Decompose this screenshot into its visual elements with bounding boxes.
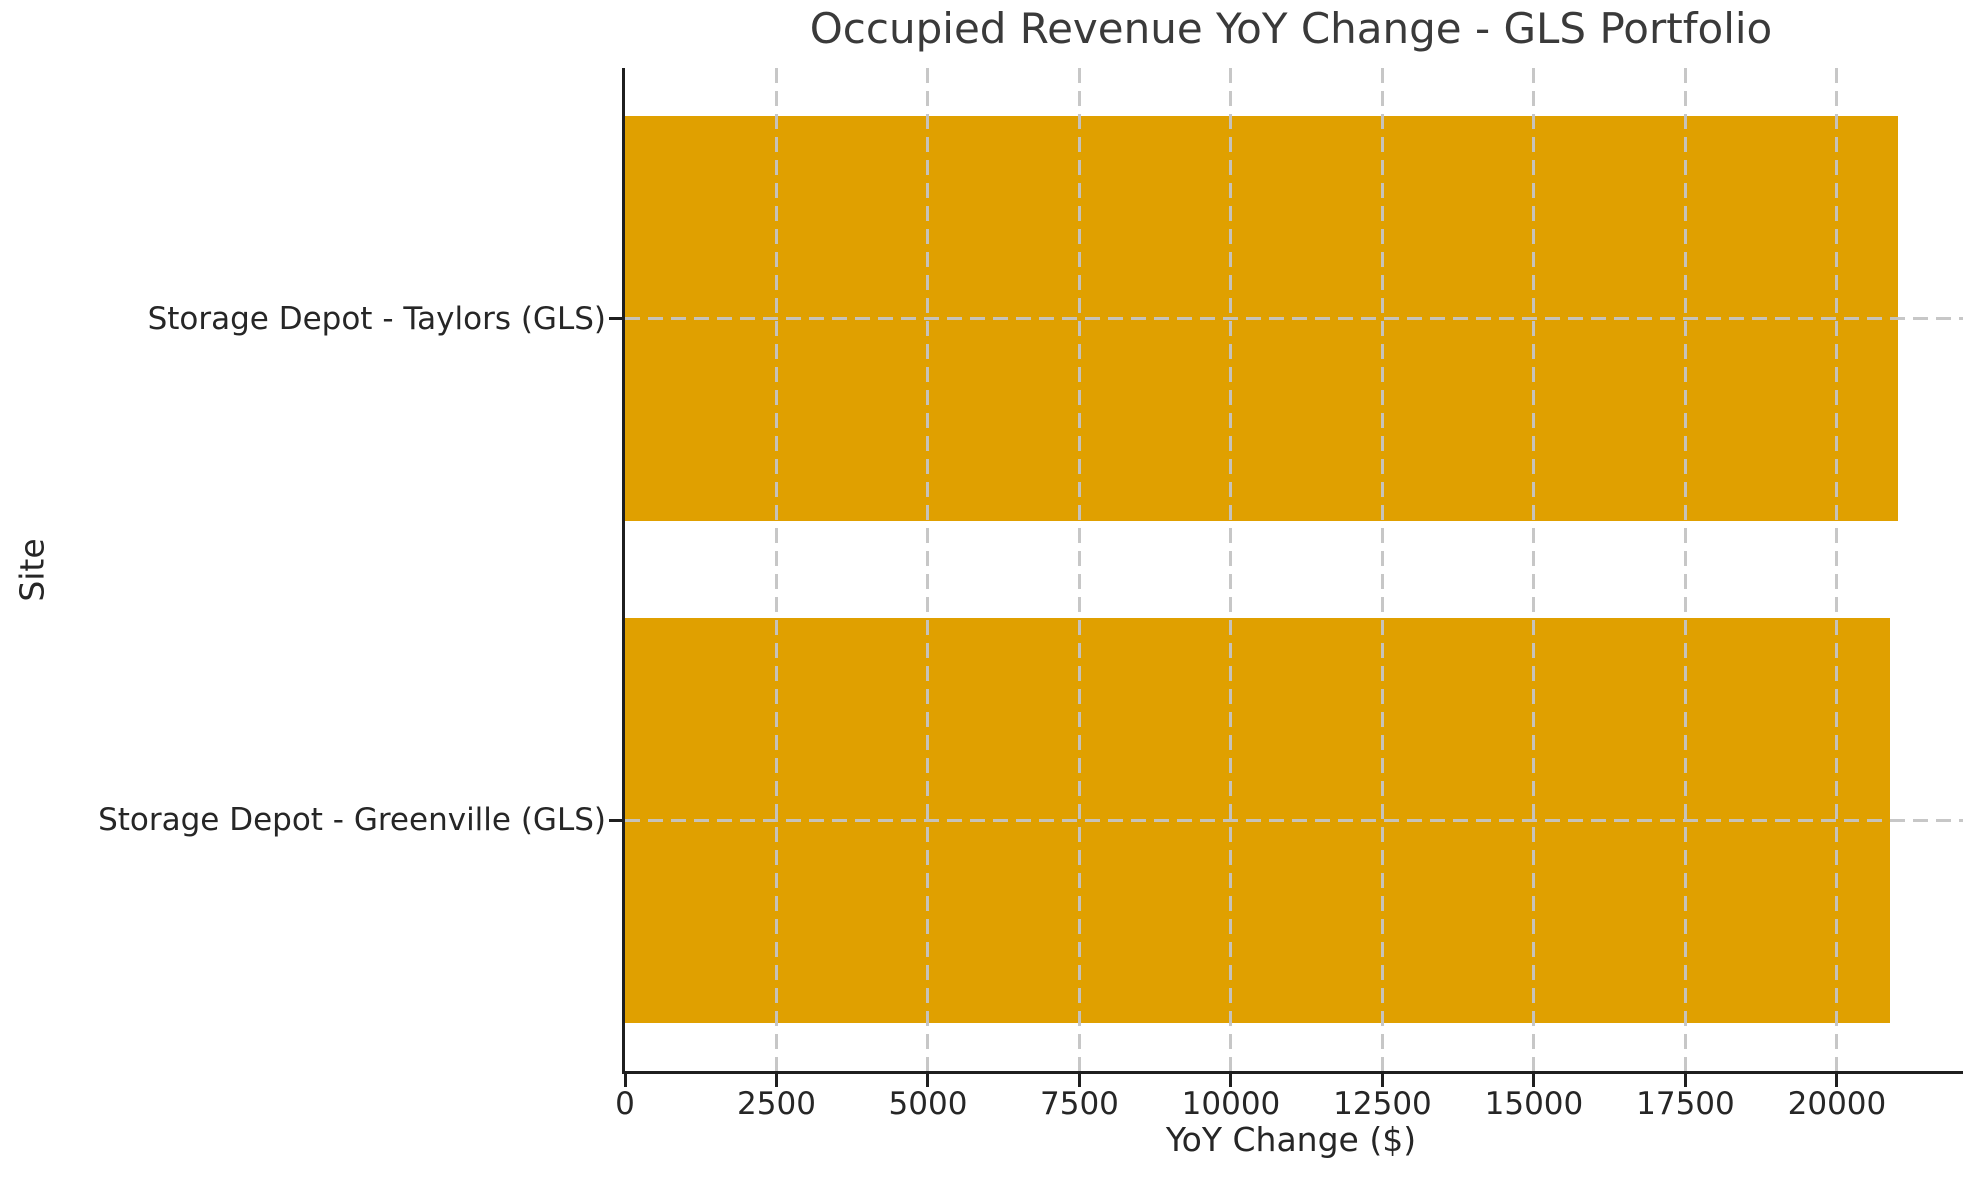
x-tick-label-0: 0 bbox=[615, 1086, 635, 1122]
plot-area: 0 2500 5000 7500 10000 12500 15000 17500 20000 bbox=[609, 68, 1963, 1122]
x-tick-mark-10000 bbox=[1229, 1074, 1233, 1087]
x-gridline-10000 bbox=[1229, 68, 1233, 1071]
x-gridline-7500 bbox=[1077, 68, 1081, 1071]
x-tick-mark-2500 bbox=[774, 1074, 778, 1087]
y-tick-label-greenville: Storage Depot - Greenville (GLS) bbox=[98, 802, 606, 839]
x-tick-label-17500: 17500 bbox=[1636, 1086, 1735, 1122]
x-gridline-20000 bbox=[1835, 68, 1839, 1071]
x-tick-label-7500: 7500 bbox=[1040, 1086, 1119, 1122]
x-tick-label-2500: 2500 bbox=[737, 1086, 816, 1122]
x-tick-mark-7500 bbox=[1077, 1074, 1081, 1087]
x-tick-label-10000: 10000 bbox=[1181, 1086, 1281, 1122]
y-gridline-1 bbox=[625, 818, 1963, 822]
y-axis-label: Site bbox=[12, 538, 52, 602]
x-axis-label: YoY Change ($) bbox=[1165, 1120, 1417, 1159]
x-tick-label-5000: 5000 bbox=[888, 1086, 968, 1122]
x-gridline-5000 bbox=[926, 68, 930, 1071]
x-tick-label-20000: 20000 bbox=[1787, 1086, 1887, 1122]
x-gridline-12500 bbox=[1380, 68, 1384, 1071]
y-tick-label-taylors: Storage Depot - Taylors (GLS) bbox=[147, 300, 606, 337]
x-tick-mark-0 bbox=[623, 1074, 627, 1087]
x-tick-mark-5000 bbox=[926, 1074, 930, 1087]
y-gridline-0 bbox=[625, 317, 1963, 321]
x-gridline-17500 bbox=[1683, 68, 1687, 1071]
x-gridline-2500 bbox=[774, 68, 778, 1071]
x-tick-label-12500: 12500 bbox=[1333, 1086, 1432, 1122]
x-tick-mark-17500 bbox=[1683, 1074, 1687, 1087]
y-tick-mark-1 bbox=[609, 818, 622, 822]
x-tick-mark-20000 bbox=[1835, 1074, 1839, 1087]
x-tick-label-15000: 15000 bbox=[1484, 1086, 1584, 1122]
x-tick-mark-12500 bbox=[1380, 1074, 1384, 1087]
y-tick-mark-0 bbox=[609, 317, 622, 321]
x-tick-mark-15000 bbox=[1532, 1074, 1536, 1087]
x-gridline-15000 bbox=[1532, 68, 1536, 1071]
chart-title: Occupied Revenue YoY Change - GLS Portfo… bbox=[809, 4, 1773, 53]
